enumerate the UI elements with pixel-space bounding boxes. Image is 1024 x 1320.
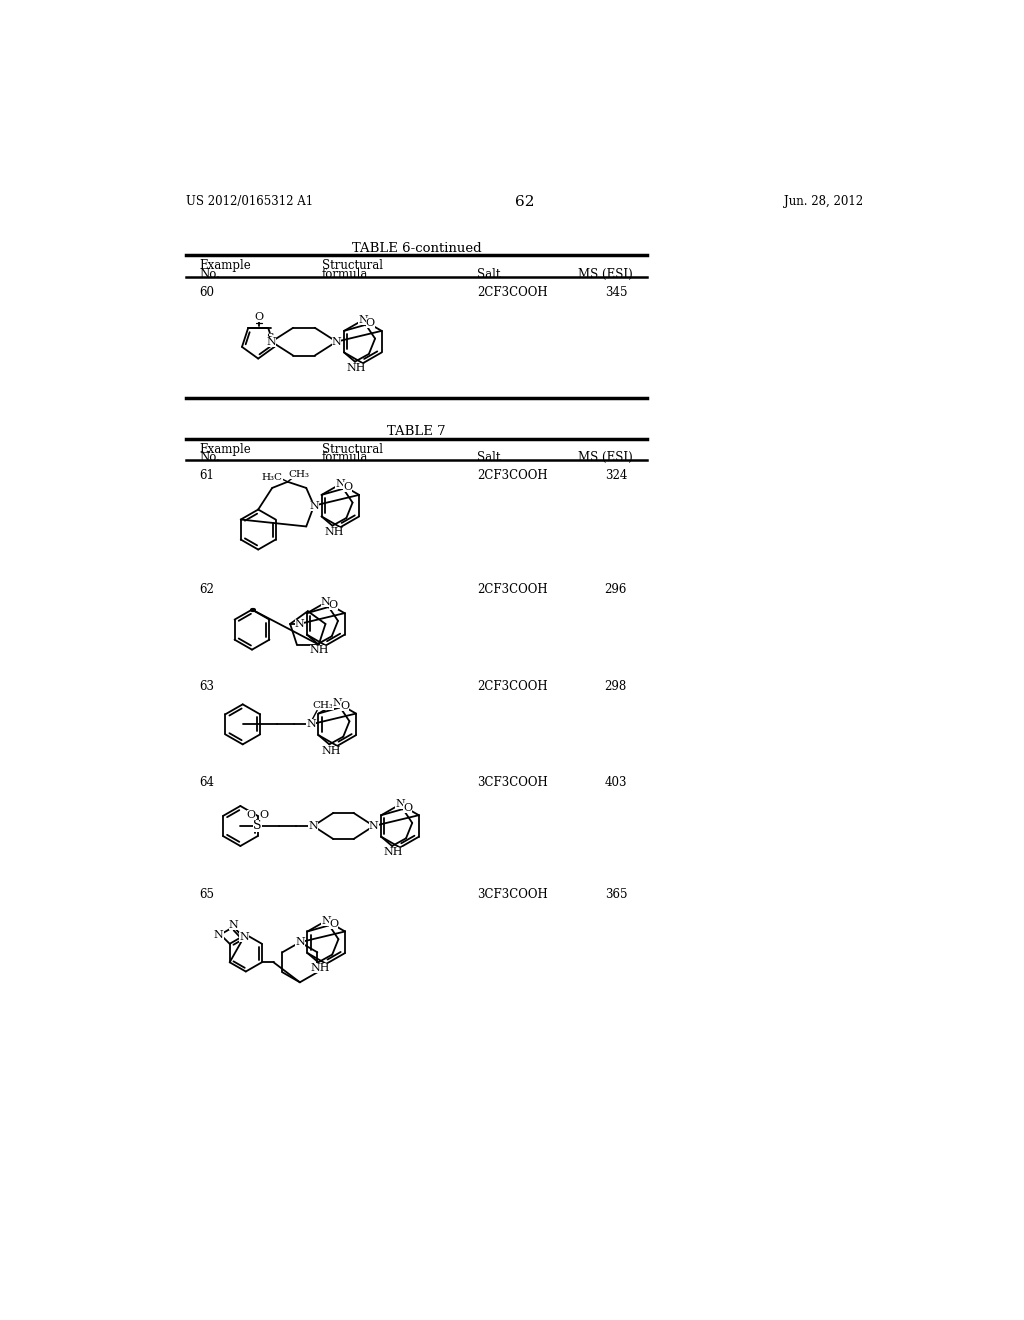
Text: N: N <box>295 937 305 948</box>
Text: formula: formula <box>322 451 368 465</box>
Text: N: N <box>358 315 368 325</box>
Text: N: N <box>308 821 318 832</box>
Text: Structural: Structural <box>322 259 383 272</box>
Text: 3CF3COOH: 3CF3COOH <box>477 887 548 900</box>
Text: 2CF3COOH: 2CF3COOH <box>477 470 548 483</box>
Text: CH₃: CH₃ <box>289 470 310 479</box>
Text: O: O <box>259 810 268 820</box>
Text: TABLE 6-continued: TABLE 6-continued <box>352 242 481 255</box>
Text: 2CF3COOH: 2CF3COOH <box>477 680 548 693</box>
Text: 65: 65 <box>200 887 214 900</box>
Text: H₃C: H₃C <box>262 474 283 482</box>
Text: N: N <box>395 800 404 809</box>
Text: N: N <box>266 337 276 347</box>
Text: N: N <box>240 932 249 942</box>
Text: N: N <box>306 719 315 730</box>
Text: Example: Example <box>200 442 251 455</box>
Text: N: N <box>309 500 318 511</box>
Text: N: N <box>295 619 304 628</box>
Text: NH: NH <box>347 363 367 372</box>
Text: O: O <box>340 701 349 711</box>
Text: O: O <box>329 601 338 610</box>
Text: No.: No. <box>200 451 220 465</box>
Text: N: N <box>336 479 345 490</box>
Text: 2CF3COOH: 2CF3COOH <box>477 583 548 597</box>
Text: Example: Example <box>200 259 251 272</box>
Text: MS (ESI): MS (ESI) <box>578 268 632 281</box>
Text: S: S <box>253 820 262 833</box>
Text: No.: No. <box>200 268 220 281</box>
Text: NH: NH <box>325 527 344 537</box>
Text: S: S <box>266 333 273 343</box>
Text: NH: NH <box>309 645 329 655</box>
Text: 62: 62 <box>200 583 214 597</box>
Text: 61: 61 <box>200 470 214 483</box>
Text: NH: NH <box>310 964 330 973</box>
Text: US 2012/0165312 A1: US 2012/0165312 A1 <box>186 195 313 209</box>
Text: N: N <box>332 337 341 347</box>
Text: Jun. 28, 2012: Jun. 28, 2012 <box>783 195 862 209</box>
Text: O: O <box>366 318 375 329</box>
Text: NH: NH <box>322 746 341 755</box>
Text: O: O <box>403 803 412 813</box>
Text: 365: 365 <box>604 887 627 900</box>
Text: N: N <box>333 698 342 708</box>
Text: CH₃: CH₃ <box>312 701 334 710</box>
Text: 296: 296 <box>604 583 627 597</box>
Text: 345: 345 <box>604 286 627 300</box>
Text: 63: 63 <box>200 680 214 693</box>
Text: Salt: Salt <box>477 268 501 281</box>
Text: N: N <box>228 920 239 931</box>
Text: Salt: Salt <box>477 451 501 465</box>
Text: O: O <box>255 312 263 322</box>
Text: 64: 64 <box>200 776 214 789</box>
Text: N: N <box>369 821 379 832</box>
Text: 2CF3COOH: 2CF3COOH <box>477 286 548 300</box>
Text: MS (ESI): MS (ESI) <box>578 451 632 465</box>
Text: Structural: Structural <box>322 442 383 455</box>
Text: N: N <box>321 598 331 607</box>
Text: formula: formula <box>322 268 368 281</box>
Text: O: O <box>343 482 352 492</box>
Text: N: N <box>214 929 223 940</box>
Text: TABLE 7: TABLE 7 <box>387 425 446 438</box>
Text: 298: 298 <box>604 680 627 693</box>
Text: N: N <box>322 916 331 925</box>
Text: 62: 62 <box>515 195 535 210</box>
Text: NH: NH <box>384 847 403 857</box>
Text: 60: 60 <box>200 286 214 300</box>
Text: 324: 324 <box>604 470 627 483</box>
Text: O: O <box>330 919 338 929</box>
Text: 403: 403 <box>604 776 627 789</box>
Text: O: O <box>247 810 256 820</box>
Text: 3CF3COOH: 3CF3COOH <box>477 776 548 789</box>
